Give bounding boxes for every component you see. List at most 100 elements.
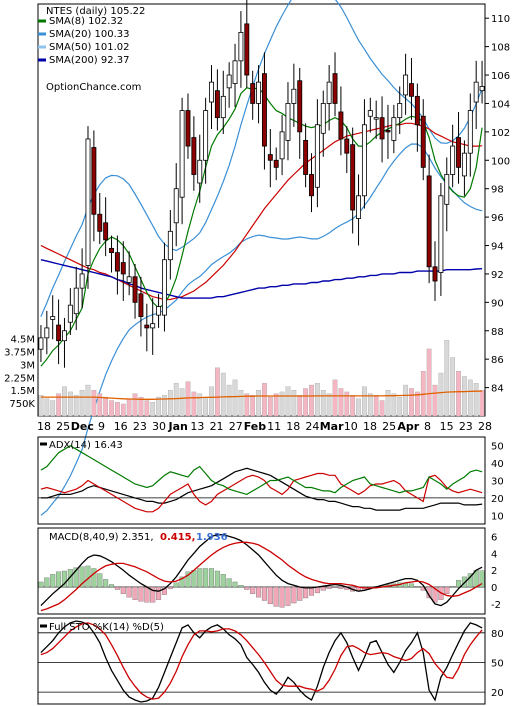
macd-histogram-bar <box>338 586 344 589</box>
volume-bar <box>215 367 220 417</box>
x-tick-label: 18 <box>363 420 377 433</box>
candle-body <box>50 316 56 320</box>
volume-bar <box>144 400 150 417</box>
x-tick-label: 24 <box>305 420 319 433</box>
volume-bar <box>238 390 244 417</box>
candle-body <box>126 276 132 283</box>
volume-tick-label: 2.25M <box>4 373 35 384</box>
volume-tick-label: 1.5M <box>10 386 35 397</box>
price-tick-label: 106 <box>491 71 510 82</box>
candle-body <box>214 90 220 119</box>
x-tick-label: Jan <box>168 420 188 433</box>
macd-histogram-value: 1.936 <box>196 532 228 543</box>
candle-body <box>344 138 350 154</box>
adx-title: ADX(14) 16.43 <box>49 440 123 451</box>
volume-bar <box>362 386 367 417</box>
adx-panel-tick-label: 30 <box>491 477 504 488</box>
candle-body <box>161 259 167 316</box>
candle-body <box>167 230 173 261</box>
volume-bar <box>438 372 444 417</box>
macd-histogram-bar <box>320 586 326 591</box>
macd-histogram-bar <box>267 586 273 605</box>
price-tick-label: 98 <box>491 185 504 196</box>
volume-bar <box>73 395 79 417</box>
candle-body <box>356 195 362 219</box>
volume-bar <box>373 395 379 417</box>
volume-bar <box>91 390 97 417</box>
volume-bar <box>79 390 85 417</box>
volume-bar <box>138 396 144 417</box>
macd-histogram-bar <box>73 567 79 588</box>
volume-bar <box>338 388 344 417</box>
adx-panel: 10 20 30 40 50 ADX(14) 16.43 <box>37 436 504 525</box>
volume-bar <box>85 384 91 417</box>
x-tick-label: Dec <box>71 420 94 433</box>
candle-body <box>91 147 97 215</box>
x-tick-label: 25 <box>56 420 70 433</box>
macd-histogram-bar <box>173 582 179 588</box>
volume-bar <box>444 340 450 417</box>
volume-bar <box>167 390 173 417</box>
volume-bar <box>332 379 338 417</box>
volume-bar <box>203 396 208 417</box>
volume-bar <box>209 386 214 417</box>
volume-bar <box>309 384 314 417</box>
volume-bar <box>297 395 303 417</box>
candle-body <box>73 287 79 315</box>
macd-signal-value: 0.415, <box>160 532 195 543</box>
x-tick-label: 9 <box>98 420 105 433</box>
legend-label: SMA(200) 92.37 <box>49 55 130 66</box>
macd-histogram-bar <box>150 586 156 603</box>
macd-histogram-bar <box>408 583 414 588</box>
volume-bar <box>226 384 232 417</box>
volume-bar <box>162 395 167 417</box>
macd-histogram-bar <box>479 570 485 588</box>
x-tick-label: 23 <box>459 420 473 433</box>
x-tick-label: 30 <box>152 420 166 433</box>
candle-body <box>409 83 414 97</box>
macd-histogram-bar <box>161 586 167 595</box>
macd-histogram-bar <box>291 586 297 604</box>
volume-bar <box>356 398 361 417</box>
volume-bar <box>403 384 408 417</box>
price-frame <box>37 3 486 417</box>
x-tick-label: 13 <box>190 420 204 433</box>
x-tick-label: 23 <box>133 420 147 433</box>
macd-histogram-bar <box>156 586 162 600</box>
x-tick-label: 28 <box>478 420 492 433</box>
macd-histogram-bar <box>209 568 215 588</box>
macd-histogram-bar <box>326 586 332 589</box>
candle-body <box>361 124 367 197</box>
volume-bar <box>473 383 479 417</box>
macd-histogram-bar <box>97 573 103 588</box>
x-tick-label: 10 <box>344 420 358 433</box>
candle-body <box>67 304 73 323</box>
price-title: NTES (daily) 105.22 <box>46 6 145 17</box>
candle-body <box>79 273 85 289</box>
macd-series-line <box>40 541 483 612</box>
candle-body <box>250 83 256 104</box>
price-tick-label: 94 <box>491 242 504 253</box>
sma8-line <box>40 87 483 367</box>
legend-label: SMA(50) 101.02 <box>49 42 130 53</box>
macd-histogram-bar <box>203 568 209 588</box>
legend-label: SMA(8) 102.32 <box>49 16 123 27</box>
x-tick-label: 11 <box>267 420 281 433</box>
volume-bar <box>173 383 179 417</box>
candle-body <box>320 103 326 134</box>
volume-average-line <box>40 390 483 400</box>
candle-body <box>397 103 403 119</box>
volume-bar <box>279 391 285 417</box>
macd-histogram-bar <box>91 568 97 588</box>
macd-histogram-bar <box>56 571 62 588</box>
candle-body <box>403 74 409 96</box>
macd-panel-tick-label: 6 <box>491 532 497 543</box>
macd-histogram-bar <box>279 586 285 608</box>
macd-histogram-bar <box>220 574 226 588</box>
candle-body <box>114 252 120 272</box>
volume-bar <box>315 383 320 417</box>
x-tick-label: 15 <box>440 420 454 433</box>
volume-bar <box>409 388 414 417</box>
volume-bar <box>320 390 326 417</box>
